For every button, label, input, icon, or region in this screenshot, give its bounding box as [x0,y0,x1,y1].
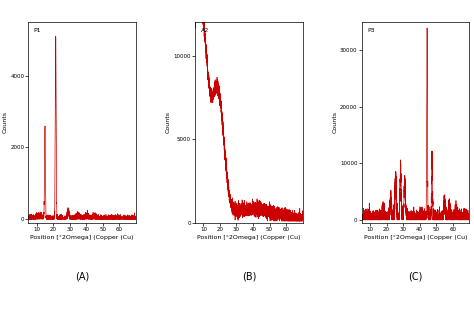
Text: P1: P1 [34,28,41,33]
Text: (C): (C) [408,272,423,282]
X-axis label: Position [°2Omega] (Copper (Cu): Position [°2Omega] (Copper (Cu) [30,235,134,239]
X-axis label: Position [°2Omega] (Copper (Cu): Position [°2Omega] (Copper (Cu) [364,235,467,239]
Text: (B): (B) [242,272,256,282]
Y-axis label: Counts: Counts [2,111,8,134]
Text: P3: P3 [367,28,375,33]
Y-axis label: Counts: Counts [332,111,337,134]
X-axis label: Position [°2Omega] (Copper (Cu): Position [°2Omega] (Copper (Cu) [197,235,301,239]
Text: (A): (A) [75,272,89,282]
Y-axis label: Counts: Counts [165,111,171,134]
Text: A2: A2 [201,28,209,33]
